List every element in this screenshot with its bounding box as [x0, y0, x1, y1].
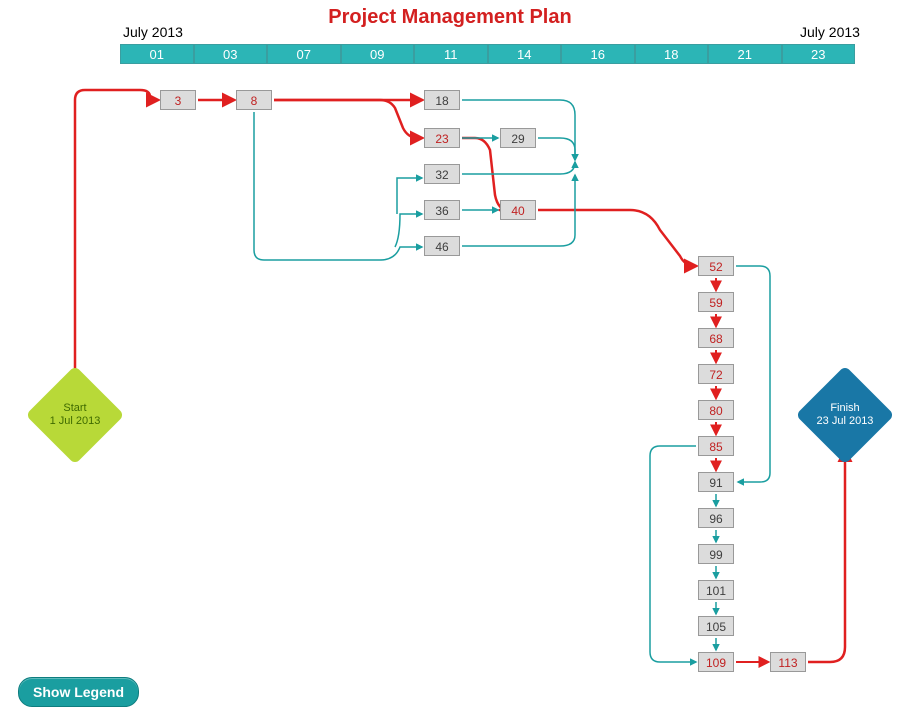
task-109: 109: [698, 652, 734, 672]
timeline-cell: 07: [267, 44, 341, 64]
timeline-cell: 18: [635, 44, 709, 64]
edge: [538, 138, 575, 160]
edge: [538, 210, 696, 266]
finish-milestone: Finish 23 Jul 2013: [796, 366, 895, 465]
task-32: 32: [424, 164, 460, 184]
task-105: 105: [698, 616, 734, 636]
task-91: 91: [698, 472, 734, 492]
task-85: 85: [698, 436, 734, 456]
timeline-cell: 09: [341, 44, 415, 64]
finish-date: 23 Jul 2013: [817, 415, 874, 428]
task-80: 80: [698, 400, 734, 420]
month-label: July 2013: [800, 24, 860, 40]
task-36: 36: [424, 200, 460, 220]
edge: [650, 446, 696, 662]
timeline-cell: 21: [708, 44, 782, 64]
task-68: 68: [698, 328, 734, 348]
timeline-cell: 16: [561, 44, 635, 64]
timeline-cell: 01: [120, 44, 194, 64]
timeline-cell: 03: [194, 44, 268, 64]
start-label: Start: [63, 402, 86, 415]
edge: [397, 178, 422, 214]
edge: [395, 214, 422, 247]
finish-label: Finish: [830, 402, 859, 415]
task-23: 23: [424, 128, 460, 148]
task-40: 40: [500, 200, 536, 220]
task-96: 96: [698, 508, 734, 528]
timeline-cell: 23: [782, 44, 856, 64]
task-52: 52: [698, 256, 734, 276]
start-date: 1 Jul 2013: [50, 415, 101, 428]
task-113: 113: [770, 652, 806, 672]
edge: [462, 162, 575, 174]
task-8: 8: [236, 90, 272, 110]
timeline-cell: 11: [414, 44, 488, 64]
task-101: 101: [698, 580, 734, 600]
show-legend-button[interactable]: Show Legend: [18, 677, 139, 707]
start-milestone: Start 1 Jul 2013: [26, 366, 125, 465]
task-59: 59: [698, 292, 734, 312]
edge: [808, 450, 845, 662]
edge: [254, 112, 422, 260]
edge: [274, 100, 422, 138]
task-18: 18: [424, 90, 460, 110]
edge: [736, 266, 770, 482]
task-72: 72: [698, 364, 734, 384]
edge: [75, 90, 158, 380]
task-3: 3: [160, 90, 196, 110]
timeline-cell: 14: [488, 44, 562, 64]
month-label: July 2013: [123, 24, 183, 40]
task-99: 99: [698, 544, 734, 564]
task-46: 46: [424, 236, 460, 256]
task-29: 29: [500, 128, 536, 148]
